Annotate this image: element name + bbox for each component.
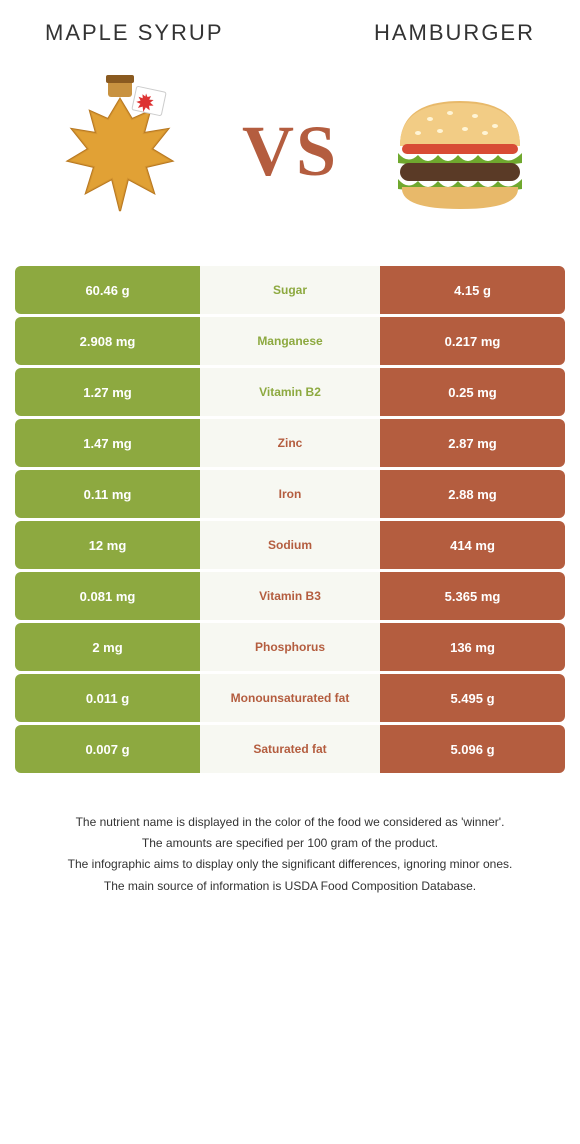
- nutrient-label: Monounsaturated fat: [200, 674, 380, 722]
- food2-title: Hamburger: [374, 20, 535, 46]
- table-row: 60.46 gSugar4.15 g: [15, 266, 565, 314]
- food2-value: 4.15 g: [380, 266, 565, 314]
- food2-image: [375, 66, 545, 236]
- food1-value: 2.908 mg: [15, 317, 200, 365]
- table-row: 2 mgPhosphorus136 mg: [15, 623, 565, 671]
- nutrient-label: Vitamin B3: [200, 572, 380, 620]
- food1-value: 1.47 mg: [15, 419, 200, 467]
- food1-value: 2 mg: [15, 623, 200, 671]
- footer-line: The infographic aims to display only the…: [35, 855, 545, 874]
- nutrient-label: Saturated fat: [200, 725, 380, 773]
- images-row: VS: [15, 56, 565, 266]
- nutrient-label: Phosphorus: [200, 623, 380, 671]
- nutrient-label: Manganese: [200, 317, 380, 365]
- maple-syrup-icon: [40, 71, 200, 231]
- nutrient-label: Iron: [200, 470, 380, 518]
- table-row: 0.007 gSaturated fat5.096 g: [15, 725, 565, 773]
- vs-label: VS: [242, 110, 338, 193]
- food1-value: 0.081 mg: [15, 572, 200, 620]
- footer-line: The main source of information is USDA F…: [35, 877, 545, 896]
- food1-title: Maple syrup: [45, 20, 224, 46]
- food1-value: 12 mg: [15, 521, 200, 569]
- hamburger-icon: [380, 71, 540, 231]
- footer-notes: The nutrient name is displayed in the co…: [15, 813, 565, 896]
- food1-value: 0.11 mg: [15, 470, 200, 518]
- food1-value: 60.46 g: [15, 266, 200, 314]
- food2-value: 2.87 mg: [380, 419, 565, 467]
- nutrient-label: Sugar: [200, 266, 380, 314]
- table-row: 2.908 mgManganese0.217 mg: [15, 317, 565, 365]
- nutrient-label: Vitamin B2: [200, 368, 380, 416]
- food2-value: 5.096 g: [380, 725, 565, 773]
- food2-value: 0.25 mg: [380, 368, 565, 416]
- food2-value: 136 mg: [380, 623, 565, 671]
- footer-line: The amounts are specified per 100 gram o…: [35, 834, 545, 853]
- food1-value: 0.007 g: [15, 725, 200, 773]
- nutrient-label: Sodium: [200, 521, 380, 569]
- table-row: 1.47 mgZinc2.87 mg: [15, 419, 565, 467]
- comparison-table: 60.46 gSugar4.15 g2.908 mgManganese0.217…: [15, 266, 565, 773]
- footer-line: The nutrient name is displayed in the co…: [35, 813, 545, 832]
- food1-image: [35, 66, 205, 236]
- nutrient-label: Zinc: [200, 419, 380, 467]
- food2-value: 0.217 mg: [380, 317, 565, 365]
- header: Maple syrup Hamburger: [15, 20, 565, 56]
- table-row: 0.11 mgIron2.88 mg: [15, 470, 565, 518]
- food1-value: 1.27 mg: [15, 368, 200, 416]
- food2-value: 414 mg: [380, 521, 565, 569]
- table-row: 1.27 mgVitamin B20.25 mg: [15, 368, 565, 416]
- food2-value: 2.88 mg: [380, 470, 565, 518]
- table-row: 0.011 gMonounsaturated fat5.495 g: [15, 674, 565, 722]
- table-row: 0.081 mgVitamin B35.365 mg: [15, 572, 565, 620]
- table-row: 12 mgSodium414 mg: [15, 521, 565, 569]
- food2-value: 5.495 g: [380, 674, 565, 722]
- food2-value: 5.365 mg: [380, 572, 565, 620]
- food1-value: 0.011 g: [15, 674, 200, 722]
